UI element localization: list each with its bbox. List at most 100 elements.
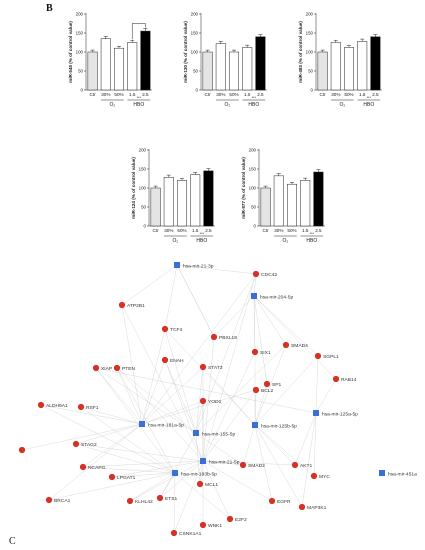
bar (127, 42, 138, 91)
gene-node-dot (263, 380, 271, 388)
mirna-node-square (313, 410, 319, 416)
mirna-node: hsa-mir-125a-5p (313, 410, 358, 418)
gene-node-dot (45, 496, 53, 504)
network-edge (202, 460, 273, 502)
network-edge (116, 367, 143, 425)
gene-node-dot (77, 403, 85, 411)
network-edge (254, 389, 257, 426)
y-tick-label: 0 (311, 88, 314, 93)
interaction-network-panel-c: CDC42 ATP2B1 TCF4 PBXL18 SMAD4 ENAH SIX1 SGPL1 X… (18, 262, 417, 537)
gene-node-label: YOD1 (208, 399, 222, 405)
gene-node-dot (226, 515, 234, 523)
network-edge (254, 424, 303, 508)
network-edge (254, 355, 319, 426)
mirna-node-label: hsa-mir-21-3p (183, 264, 214, 270)
gene-node-dot (126, 497, 134, 505)
significance-annotation: *** (200, 232, 205, 236)
gene-node: ENAH (161, 356, 184, 364)
network-edge (253, 295, 319, 357)
network-edge (159, 460, 204, 499)
y-tick-label: 150 (249, 167, 257, 172)
gene-node-label: STAG2 (81, 442, 97, 448)
network-edge (75, 423, 143, 445)
network-edge (254, 383, 268, 426)
y-axis-label: miR-548 (% of control value) (68, 21, 73, 83)
network-edge (202, 460, 244, 466)
gene-node-dot (72, 440, 80, 448)
category-label: Ctr (320, 92, 327, 97)
network-edge (141, 366, 204, 425)
network-edge (159, 472, 176, 499)
gene-node: MAP3K1 (298, 503, 327, 511)
mirna-node-square (379, 470, 385, 476)
network-edge (174, 472, 231, 520)
group-label: O₂ (339, 102, 345, 108)
network-edge (111, 472, 176, 478)
gene-node: SGPL1 (314, 352, 339, 360)
y-axis-label: miR-877 (% of control value) (241, 157, 246, 219)
mirna-node-square (139, 421, 145, 427)
category-label: 30% (274, 228, 283, 233)
mirna-node-label: hsa-mir-125a-5p (322, 412, 358, 418)
bar (215, 43, 226, 91)
mirna-node-label: hsa-mir-125b-5p (261, 424, 297, 430)
gene-node-dot (170, 529, 178, 537)
y-tick-label: 50 (78, 69, 83, 74)
gene-node: SMAD2 (239, 461, 265, 469)
network-edge (202, 273, 257, 462)
gene-node-label: ETS1 (165, 496, 178, 502)
category-label: 50% (344, 92, 353, 97)
network-edge (202, 351, 256, 462)
gene-node-label: E2F2 (235, 517, 247, 523)
category-label: 50% (114, 92, 123, 97)
gene-node-label: ATP2B1 (127, 303, 145, 309)
mirna-node: hsa-mir-21-5p (200, 458, 240, 466)
group-label: O₂ (282, 238, 288, 244)
network-edge (121, 264, 178, 306)
panel-c-letter: C (9, 536, 16, 547)
mirna-node-square (200, 458, 206, 464)
category-label: 50% (229, 92, 238, 97)
gene-node-dot (118, 301, 126, 309)
gene-node: E2F2 (226, 515, 247, 523)
y-tick-label: 150 (76, 31, 84, 36)
group-label: HBO (363, 102, 374, 108)
network-edge (129, 460, 204, 502)
network-edge (40, 404, 176, 474)
gene-node-label: CSNK1A1 (179, 531, 202, 537)
gene-node-dot (113, 364, 121, 372)
network-edge (75, 443, 204, 462)
mirna-node: hsa-mir-155-5p (193, 430, 235, 438)
network-edge (159, 432, 197, 499)
network-edge (253, 273, 257, 297)
gene-node: WNK1 (199, 521, 222, 529)
network-edge (195, 432, 201, 485)
gene-node-dot (251, 348, 259, 356)
gene-node-label: NCAPG (88, 465, 106, 471)
mirna-node: hsa-mir-21-3p (174, 262, 214, 270)
gene-node: MYC (310, 472, 330, 480)
gene-node-label: SP1 (272, 382, 282, 388)
gene-node: NCAPG (79, 463, 106, 471)
bar (190, 174, 201, 227)
y-tick-label: 200 (191, 12, 199, 17)
significance-annotation: *** (367, 96, 372, 100)
network-edge (116, 367, 197, 434)
network-edge (313, 412, 317, 477)
mirna-node: hsa-mir-451a (379, 470, 417, 478)
network-edge (164, 328, 197, 434)
network-edge (195, 273, 257, 434)
gene-node-dot (92, 364, 100, 372)
network-edge (176, 264, 215, 338)
network-edge (95, 367, 143, 425)
gene-node-dot (199, 521, 207, 529)
gene-node: SIX1 (251, 348, 271, 356)
gene-node: ALDH9A1 (37, 401, 68, 409)
network-edge (253, 295, 337, 380)
network-edge (141, 389, 257, 425)
gene-node-dot (332, 375, 340, 383)
network-edge (253, 295, 268, 385)
